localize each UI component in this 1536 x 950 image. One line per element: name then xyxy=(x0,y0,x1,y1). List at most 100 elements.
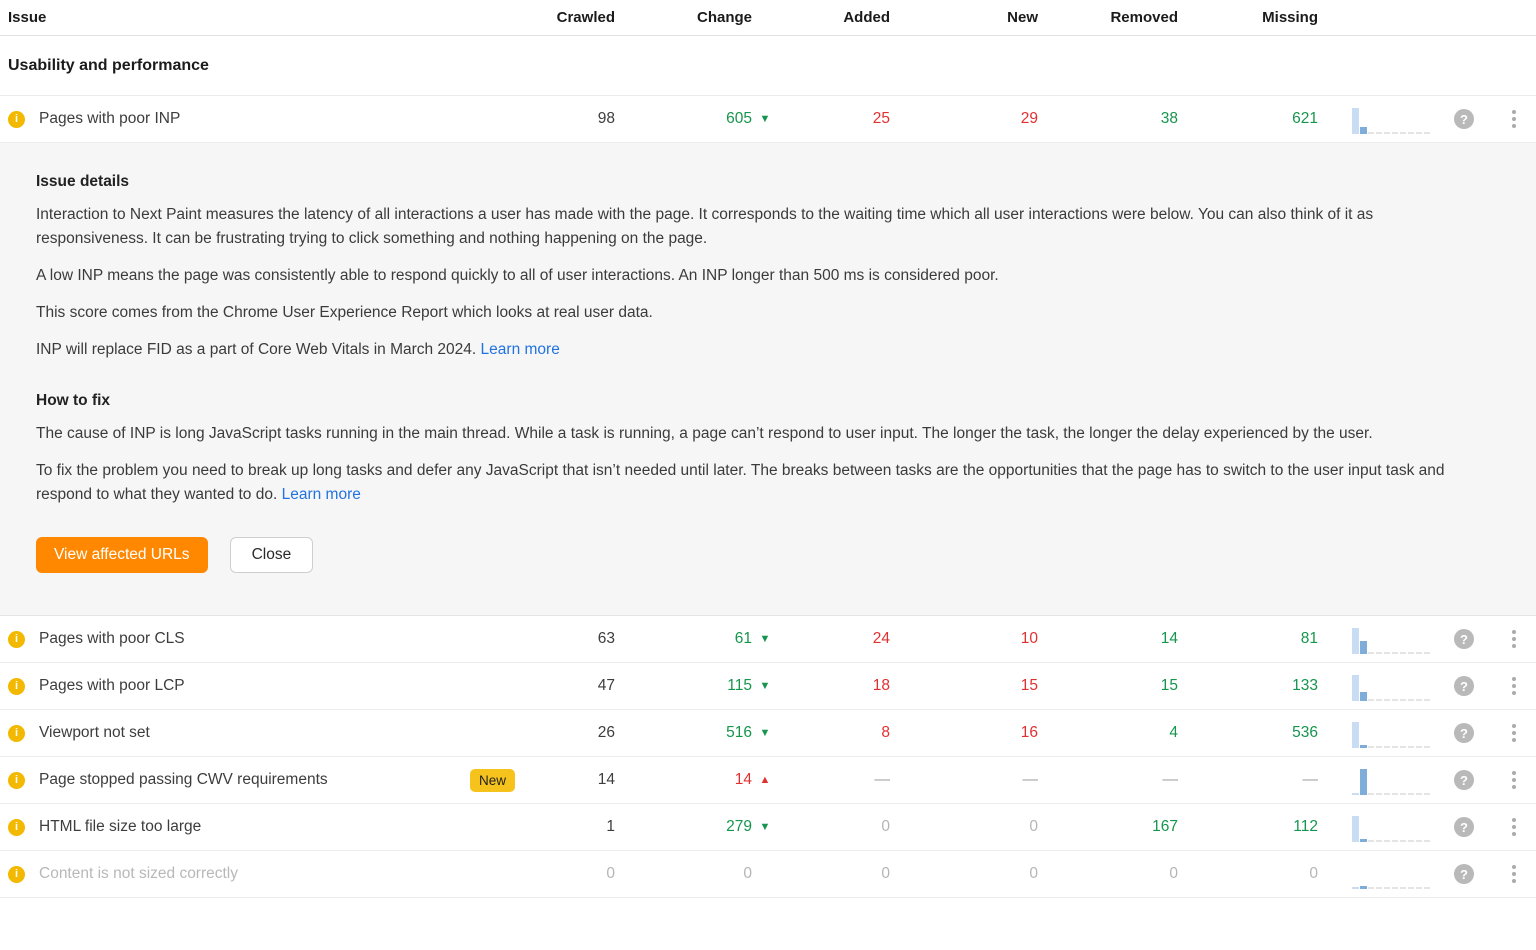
added-value: — xyxy=(874,771,891,788)
spark-baseline-dash xyxy=(1384,793,1390,795)
info-icon[interactable]: i xyxy=(8,677,25,695)
kebab-menu-icon[interactable] xyxy=(1506,674,1522,698)
spark-bar xyxy=(1360,745,1367,748)
removed-value: 14 xyxy=(1160,630,1178,647)
column-header-change: Change xyxy=(696,9,752,26)
added-value: 25 xyxy=(872,110,890,127)
missing-value: 0 xyxy=(1309,865,1318,882)
change-value: 61 ▼ xyxy=(615,630,778,648)
change-value: 605 ▼ xyxy=(615,110,778,128)
spark-baseline-dash xyxy=(1400,132,1406,134)
trend-sparkline-chart xyxy=(1352,765,1434,795)
help-icon[interactable]: ? xyxy=(1454,109,1474,129)
spark-baseline-dash xyxy=(1376,793,1382,795)
info-icon[interactable]: i xyxy=(8,865,25,883)
issue-row[interactable]: i Page stopped passing CWV requirements … xyxy=(0,757,1536,804)
new-value: — xyxy=(1022,771,1039,788)
spark-baseline-dash xyxy=(1416,840,1422,842)
info-icon[interactable]: i xyxy=(8,110,25,128)
spark-baseline-dash xyxy=(1392,746,1398,748)
help-icon[interactable]: ? xyxy=(1454,676,1474,696)
new-value: 10 xyxy=(1020,630,1038,647)
spark-baseline-dash xyxy=(1376,887,1382,889)
missing-value: 112 xyxy=(1293,818,1318,835)
trend-arrow-icon: ▼ xyxy=(759,113,771,125)
spark-bar xyxy=(1352,793,1359,795)
spark-bar xyxy=(1352,722,1359,748)
spark-bar xyxy=(1360,127,1367,134)
spark-baseline-dash xyxy=(1400,793,1406,795)
close-button[interactable]: Close xyxy=(229,537,314,573)
info-icon[interactable]: i xyxy=(8,630,25,648)
kebab-menu-icon[interactable] xyxy=(1506,815,1522,839)
trend-arrow-icon: ▼ xyxy=(759,727,771,739)
detail-paragraph: Interaction to Next Paint measures the l… xyxy=(36,206,1374,247)
kebab-menu-icon[interactable] xyxy=(1506,721,1522,745)
issue-row[interactable]: i Viewport not set 26 516 ▼ 8 16 4 536 ? xyxy=(0,710,1536,757)
removed-value: 38 xyxy=(1160,110,1178,127)
spark-baseline-dash xyxy=(1368,840,1374,842)
spark-bar xyxy=(1352,108,1359,134)
change-value: 279 ▼ xyxy=(615,818,778,836)
spark-bar xyxy=(1360,839,1367,842)
spark-baseline-dash xyxy=(1424,699,1430,701)
spark-baseline-dash xyxy=(1392,793,1398,795)
issue-row[interactable]: i Pages with poor INP 98 605 ▼ 25 29 38 6… xyxy=(0,96,1536,143)
change-value: 115 ▼ xyxy=(615,677,778,695)
kebab-menu-icon[interactable] xyxy=(1506,768,1522,792)
learn-more-link[interactable]: Learn more xyxy=(480,341,560,358)
issue-details-title: Issue details xyxy=(36,173,130,190)
kebab-menu-icon[interactable] xyxy=(1506,107,1522,131)
spark-baseline-dash xyxy=(1400,652,1406,654)
spark-baseline-dash xyxy=(1392,887,1398,889)
help-icon[interactable]: ? xyxy=(1454,629,1474,649)
removed-value: 4 xyxy=(1169,724,1178,741)
issue-row[interactable]: i Content is not sized correctly 0 0 0 0… xyxy=(0,851,1536,898)
help-icon[interactable]: ? xyxy=(1454,864,1474,884)
spark-baseline-dash xyxy=(1368,746,1374,748)
kebab-menu-icon[interactable] xyxy=(1506,862,1522,886)
new-value: 29 xyxy=(1020,110,1038,127)
missing-value: 133 xyxy=(1292,677,1318,694)
section-title: Usability and performance xyxy=(8,56,209,74)
spark-bar xyxy=(1352,887,1359,889)
issue-detail-panel: Issue details Interaction to Next Paint … xyxy=(0,143,1536,616)
change-value: 0 xyxy=(743,865,752,882)
info-icon[interactable]: i xyxy=(8,724,25,742)
spark-baseline-dash xyxy=(1416,132,1422,134)
spark-baseline-dash xyxy=(1424,840,1430,842)
removed-value: 167 xyxy=(1152,818,1178,835)
trend-sparkline-chart xyxy=(1352,104,1434,134)
added-value: 8 xyxy=(881,724,890,741)
info-icon[interactable]: i xyxy=(8,771,25,789)
spark-bar xyxy=(1352,628,1359,654)
info-icon[interactable]: i xyxy=(8,818,25,836)
issue-row[interactable]: i Pages with poor CLS 63 61 ▼ 24 10 14 81… xyxy=(0,616,1536,663)
help-icon[interactable]: ? xyxy=(1454,723,1474,743)
detail-paragraph: A low INP means the page was consistentl… xyxy=(36,267,999,284)
issue-label: HTML file size too large xyxy=(39,818,202,835)
missing-value: 536 xyxy=(1292,724,1318,741)
issue-row[interactable]: i Pages with poor LCP 47 115 ▼ 18 15 15 1… xyxy=(0,663,1536,710)
kebab-menu-icon[interactable] xyxy=(1506,627,1522,651)
spark-baseline-dash xyxy=(1408,132,1414,134)
learn-more-link[interactable]: Learn more xyxy=(281,486,361,503)
trend-sparkline-chart xyxy=(1352,671,1434,701)
issue-row[interactable]: i HTML file size too large 1 279 ▼ 0 0 16… xyxy=(0,804,1536,851)
spark-baseline-dash xyxy=(1416,652,1422,654)
spark-bar xyxy=(1360,641,1367,654)
spark-baseline-dash xyxy=(1392,840,1398,842)
help-icon[interactable]: ? xyxy=(1454,817,1474,837)
new-badge: New xyxy=(469,768,515,792)
view-affected-urls-button[interactable]: View affected URLs xyxy=(36,537,208,573)
spark-baseline-dash xyxy=(1416,887,1422,889)
spark-baseline-dash xyxy=(1424,132,1430,134)
detail-actions: View affected URLs Close xyxy=(36,537,1500,573)
new-value: 16 xyxy=(1020,724,1038,741)
issue-label: Pages with poor LCP xyxy=(39,677,185,694)
spark-baseline-dash xyxy=(1424,652,1430,654)
help-icon[interactable]: ? xyxy=(1454,770,1474,790)
spark-baseline-dash xyxy=(1408,699,1414,701)
spark-baseline-dash xyxy=(1368,793,1374,795)
spark-bar xyxy=(1352,816,1359,842)
